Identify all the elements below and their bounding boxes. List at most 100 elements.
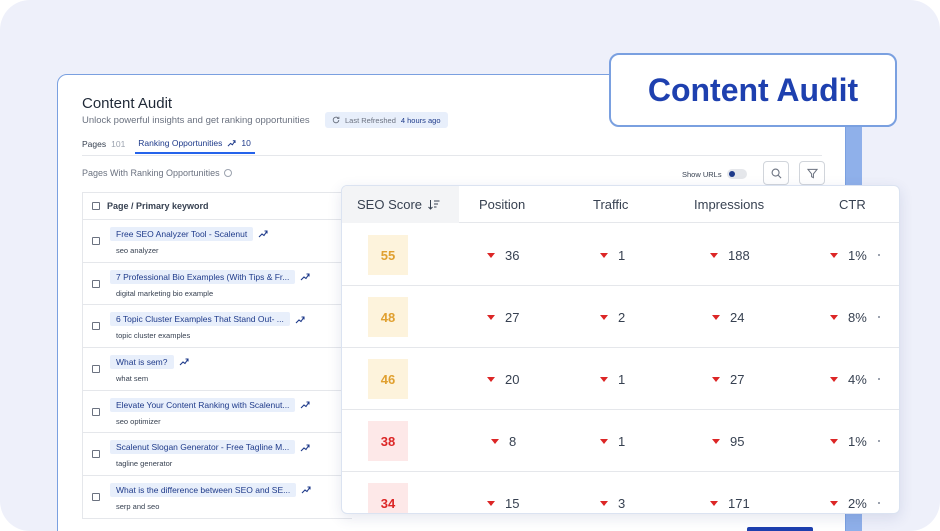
show-urls-control: Show URLs [682, 169, 747, 179]
row-checkbox[interactable] [92, 450, 100, 459]
table-row[interactable]: 34 15 3 171 2% [342, 472, 899, 513]
ctr-cell: 1% [830, 248, 867, 263]
table-row[interactable]: Free SEO Analyzer Tool - Scalenut seo ana… [82, 220, 352, 263]
traffic-cell: 1 [600, 434, 625, 449]
overflow-indicator [878, 378, 880, 380]
page-title-line: 6 Topic Cluster Examples That Stand Out-… [110, 312, 305, 327]
decline-arrow-icon [830, 501, 838, 506]
tab-pages[interactable]: Pages 101 [82, 138, 125, 154]
table-header: Page / Primary keyword [82, 192, 352, 220]
row-content: Free SEO Analyzer Tool - Scalenut seo ana… [110, 226, 268, 255]
trend-up-icon [295, 316, 305, 324]
row-checkbox[interactable] [92, 492, 100, 501]
primary-keyword: topic cluster examples [116, 331, 191, 341]
traffic-cell: 3 [600, 496, 625, 511]
column-header-seo-score[interactable]: SEO Score [357, 197, 440, 212]
ctr-cell: 2% [830, 496, 867, 511]
decline-arrow-icon [487, 253, 495, 258]
ctr-value: 4% [848, 372, 867, 387]
impressions-cell: 24 [712, 310, 744, 325]
pagination-button[interactable] [747, 527, 813, 531]
traffic-cell: 1 [600, 248, 625, 263]
show-urls-toggle[interactable] [726, 169, 747, 179]
trend-up-icon [228, 140, 236, 147]
decline-arrow-icon [712, 439, 720, 444]
ctr-value: 2% [848, 496, 867, 511]
column-header-impressions[interactable]: Impressions [694, 197, 765, 212]
table-row[interactable]: 38 8 1 95 1% [342, 410, 899, 472]
table-row[interactable]: 7 Professional Bio Examples (With Tips &… [82, 262, 352, 306]
row-checkbox[interactable] [92, 322, 100, 331]
page-link[interactable]: What is the difference between SEO and S… [110, 482, 297, 497]
decline-arrow-icon [712, 315, 720, 320]
trend-up-icon [301, 486, 311, 494]
decline-arrow-icon [830, 253, 838, 258]
column-header-traffic[interactable]: Traffic [593, 197, 629, 212]
page-link[interactable]: Free SEO Analyzer Tool - Scalenut [110, 226, 254, 241]
refresh-value: 4 hours ago [400, 115, 441, 125]
page-link[interactable]: Scalenut Slogan Generator - Free Tagline… [110, 440, 296, 455]
section-label: Pages With Ranking Opportunities [82, 168, 220, 178]
feature-callout: Content Audit [609, 53, 897, 127]
page-link[interactable]: 6 Topic Cluster Examples That Stand Out-… [110, 312, 290, 327]
metrics-table: SEO Score Position Traffic Impressions C… [341, 185, 900, 514]
traffic-value: 2 [618, 310, 626, 325]
traffic-value: 1 [618, 434, 626, 449]
position-cell: 36 [487, 248, 519, 263]
page-title-line: Elevate Your Content Ranking with Scalen… [110, 397, 310, 412]
row-checkbox[interactable] [92, 364, 100, 373]
tab-divider [82, 155, 822, 156]
position-value: 36 [505, 248, 520, 263]
trend-up-icon [300, 273, 310, 281]
impressions-value: 188 [728, 248, 750, 263]
page-link[interactable]: What is sem? [110, 354, 174, 369]
row-checkbox[interactable] [92, 407, 100, 416]
table-row[interactable]: 48 27 2 24 8% [342, 286, 899, 348]
show-urls-label: Show URLs [682, 169, 722, 179]
traffic-value: 3 [618, 496, 626, 511]
page-link[interactable]: 7 Professional Bio Examples (With Tips &… [110, 269, 296, 284]
table-row[interactable]: 6 Topic Cluster Examples That Stand Out-… [82, 305, 352, 349]
row-checkbox[interactable] [92, 279, 100, 288]
filter-icon [806, 168, 818, 178]
position-cell: 15 [487, 496, 519, 511]
tab-ranking-opportunities[interactable]: Ranking Opportunities 10 [135, 138, 255, 154]
column-header-page: Page / Primary keyword [107, 201, 209, 211]
table-row[interactable]: 55 36 1 188 1% [342, 224, 899, 286]
table-row[interactable]: Elevate Your Content Ranking with Scalen… [82, 390, 352, 434]
row-content: What is sem? what sem [110, 354, 189, 383]
column-header-position[interactable]: Position [479, 197, 526, 212]
page-subtitle: Unlock powerful insights and get ranking… [82, 115, 310, 126]
primary-keyword: seo analyzer [116, 245, 159, 255]
info-icon[interactable] [223, 169, 232, 177]
column-header-ctr[interactable]: CTR [839, 197, 866, 212]
row-content: Scalenut Slogan Generator - Free Tagline… [110, 440, 310, 468]
trend-up-icon [300, 444, 310, 452]
decline-arrow-icon [710, 253, 718, 258]
page-title-line: What is the difference between SEO and S… [110, 482, 311, 497]
last-refreshed-badge[interactable]: Last Refreshed 4 hours ago [325, 112, 448, 128]
table-row[interactable]: Scalenut Slogan Generator - Free Tagline… [82, 433, 352, 477]
metrics-table-header: SEO Score Position Traffic Impressions C… [342, 186, 899, 223]
ctr-value: 1% [848, 248, 867, 263]
overflow-indicator [878, 254, 880, 256]
primary-keyword: tagline generator [116, 459, 173, 469]
traffic-cell: 1 [600, 372, 625, 387]
primary-keyword: digital marketing bio example [116, 288, 214, 298]
search-button[interactable] [763, 161, 789, 185]
filter-button[interactable] [799, 161, 825, 185]
ctr-cell: 1% [830, 434, 867, 449]
table-row[interactable]: What is the difference between SEO and S… [82, 476, 352, 519]
row-checkbox[interactable] [92, 236, 100, 245]
page-title-line: 7 Professional Bio Examples (With Tips &… [110, 269, 310, 284]
traffic-cell: 2 [600, 310, 625, 325]
position-value: 27 [505, 310, 520, 325]
page-link[interactable]: Elevate Your Content Ranking with Scalen… [110, 397, 296, 412]
traffic-value: 1 [618, 372, 626, 387]
overflow-indicator [878, 440, 880, 442]
decline-arrow-icon [600, 377, 608, 382]
select-all-checkbox[interactable] [92, 202, 100, 210]
trend-up-icon [301, 401, 310, 409]
table-row[interactable]: 46 20 1 27 4% [342, 348, 899, 410]
table-row[interactable]: What is sem? what sem [82, 348, 352, 391]
